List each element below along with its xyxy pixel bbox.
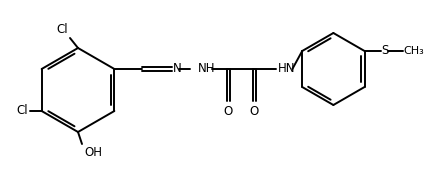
Text: S: S bbox=[381, 44, 388, 58]
Text: CH₃: CH₃ bbox=[403, 46, 423, 56]
Text: O: O bbox=[249, 105, 258, 118]
Text: Cl: Cl bbox=[16, 105, 28, 117]
Text: O: O bbox=[223, 105, 233, 118]
Text: NH: NH bbox=[198, 63, 215, 75]
Text: Cl: Cl bbox=[56, 23, 68, 36]
Text: HN: HN bbox=[278, 63, 295, 75]
Text: OH: OH bbox=[84, 146, 102, 159]
Text: N: N bbox=[173, 63, 182, 75]
